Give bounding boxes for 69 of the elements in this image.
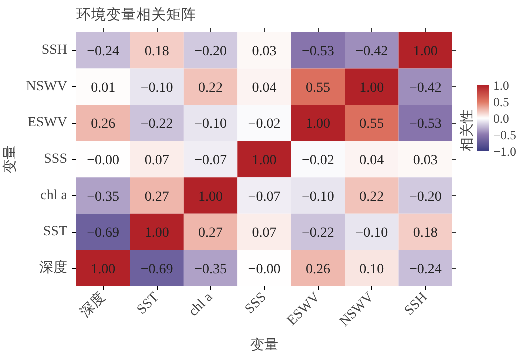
data-label: −0.22 xyxy=(302,226,334,242)
data-label: 0.26 xyxy=(91,117,116,132)
data-label: 0.07 xyxy=(252,226,277,242)
color-bar-label: 0.0 xyxy=(494,112,510,126)
data-label: 0.07 xyxy=(144,154,170,168)
data-label: −0.07 xyxy=(248,190,281,205)
data-label: 0.55 xyxy=(306,80,330,96)
color-bar-label: 1.0 xyxy=(494,79,510,93)
data-label: 0.04 xyxy=(360,154,384,168)
data-label: −0.10 xyxy=(140,80,174,96)
color-bar-label: 0.5 xyxy=(494,96,510,110)
data-label: 0.10 xyxy=(360,262,384,278)
y-tick-label: NSWV xyxy=(26,79,68,94)
data-label: 0.03 xyxy=(413,154,438,168)
color-bar-label: −0.5 xyxy=(494,128,516,142)
data-label: 0.04 xyxy=(252,80,277,96)
data-label: 1.00 xyxy=(360,80,384,96)
data-label: 0.22 xyxy=(198,80,224,96)
data-label: 1.00 xyxy=(306,117,330,132)
data-label: −0.10 xyxy=(194,117,227,132)
data-label: −0.35 xyxy=(194,262,227,278)
x-axis-title: 变量 xyxy=(250,337,278,354)
y-tick-label: SSS xyxy=(44,152,68,167)
y-axis-title: 变量 xyxy=(2,146,18,174)
x-tick-label: SSS xyxy=(242,290,270,318)
data-label: −0.20 xyxy=(409,190,442,205)
x-tick-label: 深度 xyxy=(78,289,109,321)
x-tick-label: chl a xyxy=(186,290,217,320)
y-tick-label: ESWV xyxy=(28,116,68,131)
data-label: 0.55 xyxy=(360,117,384,132)
data-label: −0.53 xyxy=(302,44,334,60)
data-label: −0.00 xyxy=(248,262,281,278)
chart-title: 环境变量相关矩阵 xyxy=(76,6,196,24)
y-tick-label: chl a xyxy=(40,188,68,204)
data-label: −0.24 xyxy=(409,262,442,278)
data-label: 0.01 xyxy=(91,80,116,96)
data-label: −0.69 xyxy=(87,226,120,242)
x-tick-label: SST xyxy=(134,290,163,318)
y-tick-label: SSH xyxy=(42,43,68,58)
data-label: 1.00 xyxy=(91,262,116,278)
data-label: −0.02 xyxy=(302,154,334,168)
data-label: −0.42 xyxy=(356,44,388,60)
data-label: −0.35 xyxy=(87,190,120,205)
data-label: 0.27 xyxy=(198,226,224,242)
data-label: −0.10 xyxy=(356,226,388,242)
data-label: −0.53 xyxy=(409,117,442,132)
data-label: 0.18 xyxy=(413,226,438,242)
data-label: 0.18 xyxy=(144,44,170,60)
data-label: −0.07 xyxy=(194,154,227,168)
data-label: −0.10 xyxy=(302,190,334,205)
data-label: 0.03 xyxy=(252,44,277,60)
data-label: 1.00 xyxy=(413,44,438,60)
data-label: −0.00 xyxy=(87,154,120,168)
data-label: 1.00 xyxy=(252,154,277,168)
y-tick-label: SST xyxy=(43,224,68,240)
color-bar-title: 相关性 xyxy=(460,110,476,152)
data-label: −0.22 xyxy=(140,117,174,132)
data-label: 0.22 xyxy=(360,190,384,205)
data-label: −0.20 xyxy=(194,44,227,60)
data-label: −0.24 xyxy=(87,44,120,60)
data-label: 1.00 xyxy=(198,190,224,205)
data-label: −0.69 xyxy=(140,262,174,278)
data-label: 0.27 xyxy=(144,190,170,205)
data-label: −0.42 xyxy=(409,80,442,96)
y-tick-label: 深度 xyxy=(40,260,68,276)
data-label: −0.02 xyxy=(248,117,281,132)
color-bar-label: −1.0 xyxy=(494,145,516,159)
data-label: 1.00 xyxy=(144,226,170,242)
data-label: 0.26 xyxy=(306,262,330,278)
